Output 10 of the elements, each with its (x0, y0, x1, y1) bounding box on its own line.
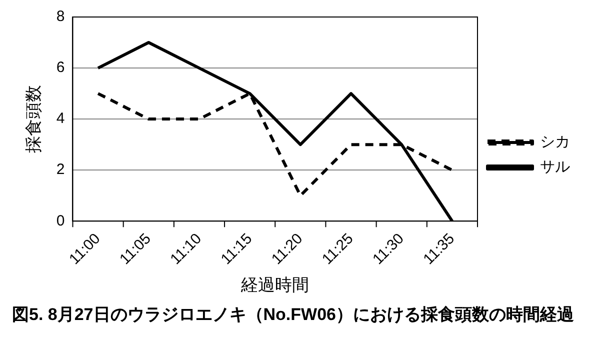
text: 図5. 8月27日のウラジロエノキ（No.FW06）における採食頭数の時間経過 (11, 304, 575, 326)
y-tick-label: 0 (56, 212, 65, 230)
y-tick-label: 2 (56, 161, 65, 178)
y-axis-title: 採食頭数 (24, 85, 43, 154)
y-tick-label: 8 (56, 8, 65, 26)
y-tick-label: 6 (56, 59, 65, 76)
legend-label: シカ (540, 134, 570, 151)
y-tick-label: 4 (56, 110, 65, 128)
legend-label: サル (540, 158, 570, 176)
x-axis-title: 経過時間 (240, 275, 310, 294)
